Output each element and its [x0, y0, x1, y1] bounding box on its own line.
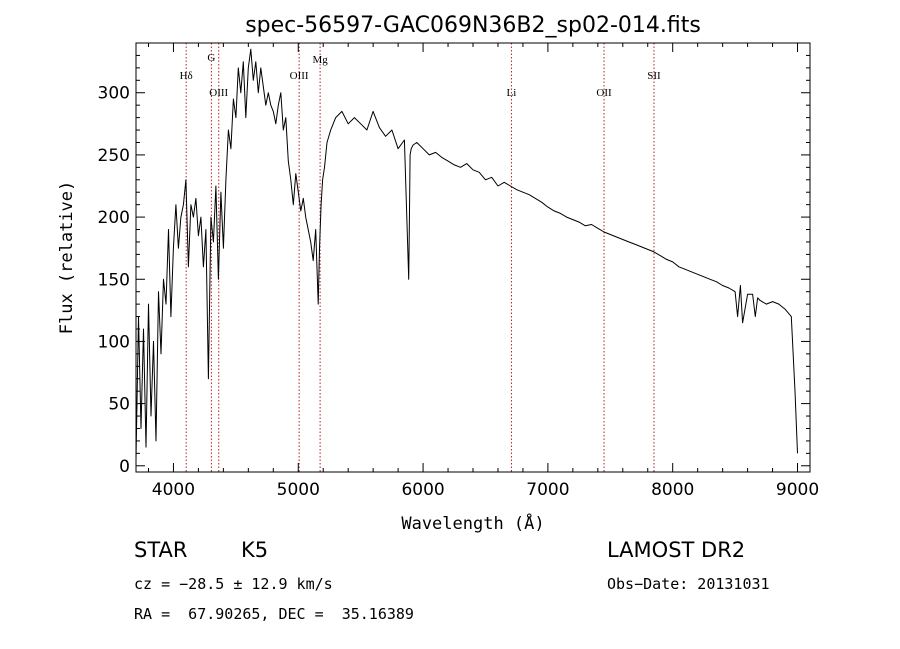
line-annotation: Hδ: [180, 70, 193, 82]
class-label: STAR: [134, 538, 188, 562]
line-annotation: OII: [596, 87, 612, 99]
y-tick-label: 200: [98, 208, 130, 228]
x-tick-label: 7000: [526, 480, 569, 500]
y-tick-label: 50: [108, 395, 130, 415]
x-tick-label: 6000: [401, 480, 444, 500]
subclass-label: K5: [241, 538, 269, 562]
x-axis-label: Wavelength (Å): [401, 512, 544, 534]
redshift-text: cz = −28.5 ± 12.9 km/s: [134, 575, 333, 593]
y-tick-label: 0: [119, 457, 130, 477]
spectrum-line: [135, 48, 798, 460]
coordinates-text: RA = 67.90265, DEC = 35.16389: [134, 605, 414, 623]
line-annotation: G: [207, 52, 215, 64]
y-tick-label: 250: [98, 146, 130, 166]
x-tick-label: 5000: [277, 480, 320, 500]
line-annotation: Mg: [312, 54, 328, 66]
y-axis-label: Flux (relative): [57, 181, 77, 335]
plot-frame: [135, 42, 811, 473]
line-annotation: OIII: [209, 87, 228, 99]
y-tick-label: 100: [98, 332, 130, 352]
x-tick-label: 9000: [776, 480, 819, 500]
survey-label: LAMOST DR2: [607, 538, 746, 562]
y-tick-label: 300: [98, 84, 130, 104]
obs-date-text: Obs−Date: 20131031: [607, 575, 770, 593]
chart-title: spec-56597-GAC069N36B2_sp02-014.fits: [245, 13, 701, 38]
x-tick-label: 8000: [651, 480, 694, 500]
line-annotation: SII: [647, 70, 661, 82]
line-annotation: OIII: [290, 70, 309, 82]
line-annotation: Li: [507, 87, 517, 99]
y-tick-label: 150: [98, 270, 130, 290]
x-tick-label: 4000: [152, 480, 195, 500]
